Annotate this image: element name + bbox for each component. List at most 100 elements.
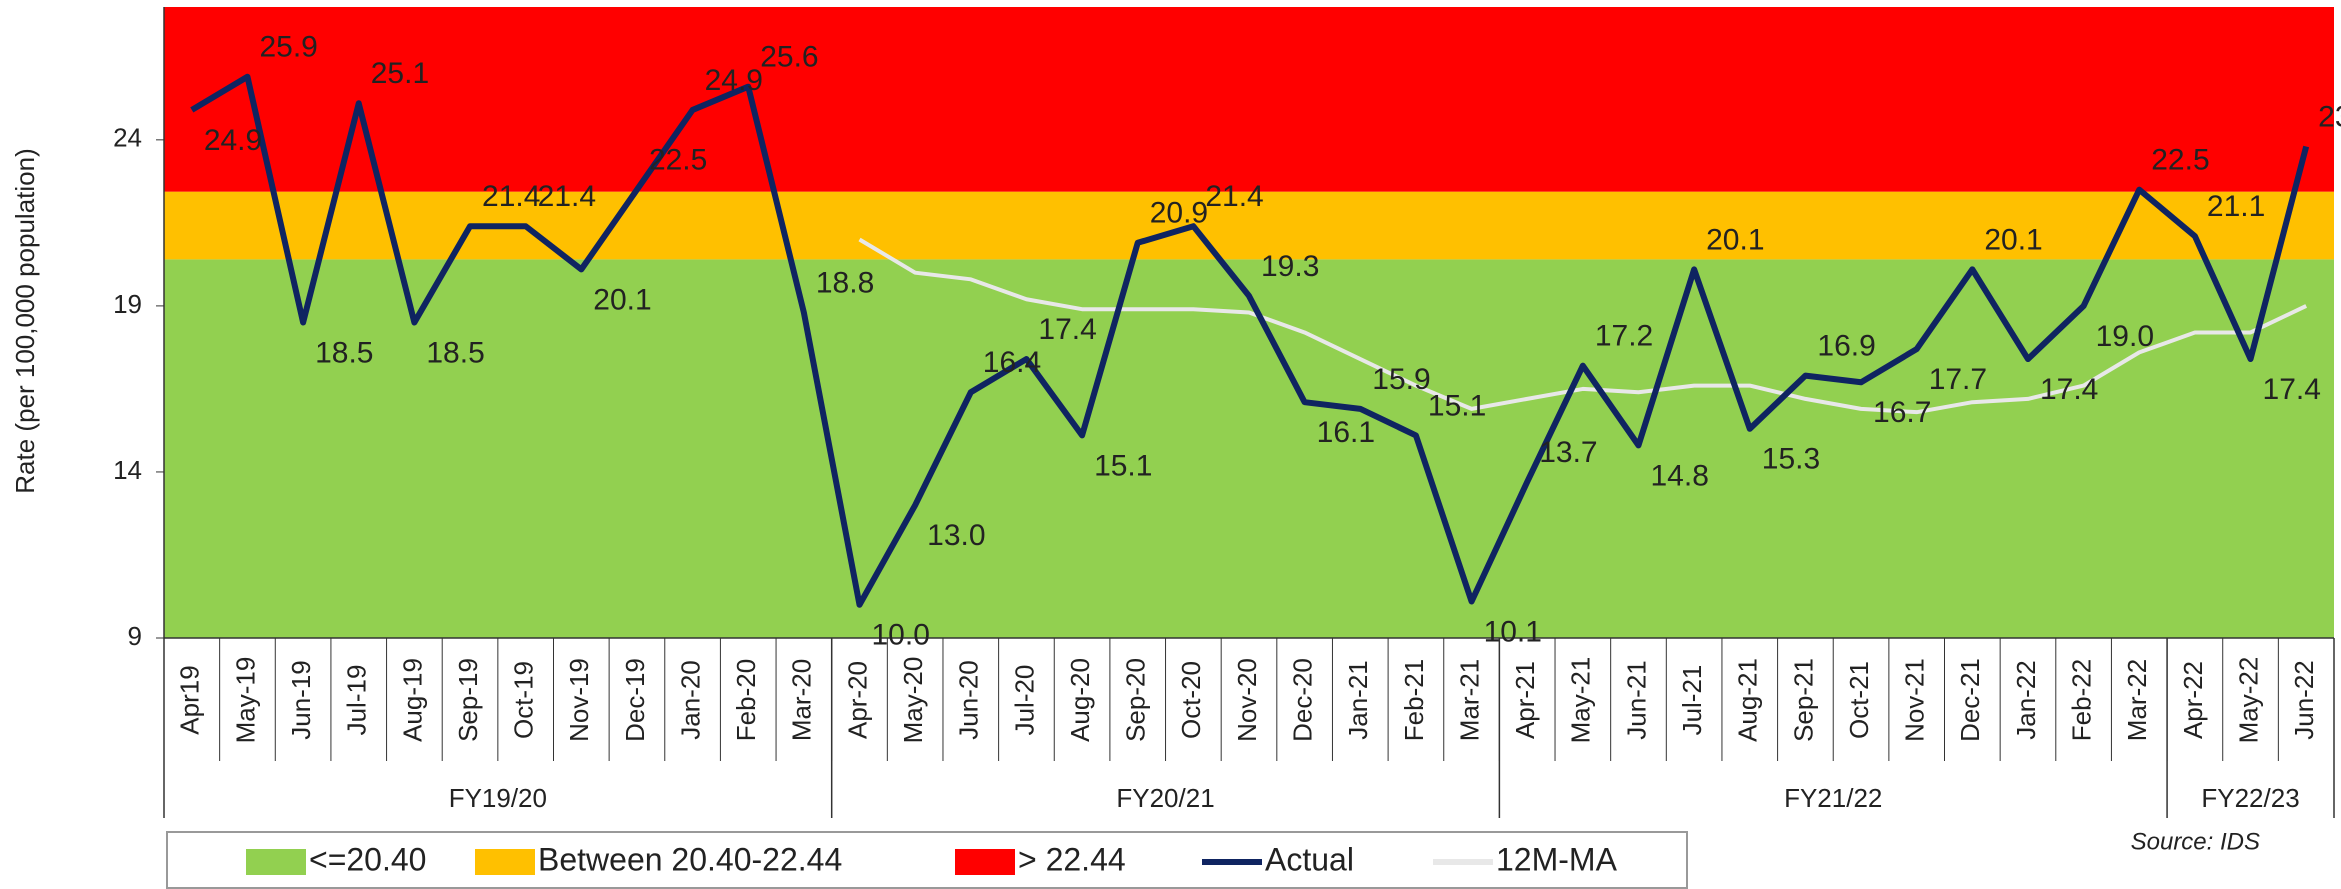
data-label: 20.1 xyxy=(593,283,651,316)
x-tick-label: Feb-22 xyxy=(2066,659,2096,741)
x-tick-label: May-21 xyxy=(1566,657,1596,744)
y-tick-label: 9 xyxy=(128,621,142,651)
y-tick-label: 24 xyxy=(113,123,142,153)
x-tick-label: Jun-20 xyxy=(954,660,984,740)
data-label: 16.9 xyxy=(1817,330,1875,363)
legend-label: Between 20.40-22.44 xyxy=(538,841,842,877)
x-tick-label: Dec-19 xyxy=(620,658,650,742)
data-label: 22.5 xyxy=(649,144,707,177)
moving-average-line xyxy=(858,237,2308,415)
data-label: 24.9 xyxy=(705,64,763,97)
y-tick-label: 19 xyxy=(113,289,142,319)
x-tick-label: Jul-19 xyxy=(342,665,372,736)
x-tick-label: May-20 xyxy=(898,657,928,744)
legend-swatch xyxy=(955,849,1015,875)
data-label: 15.9 xyxy=(1372,363,1430,396)
data-label: 25.1 xyxy=(371,57,429,90)
data-label: 17.4 xyxy=(1038,313,1096,346)
data-label: 16.4 xyxy=(983,346,1041,379)
group-label: FY19/20 xyxy=(449,783,547,813)
legend-label: > 22.44 xyxy=(1018,841,1126,877)
data-label: 14.8 xyxy=(1650,459,1708,492)
data-label: 13.0 xyxy=(927,519,985,552)
data-label: 20.1 xyxy=(1984,223,2042,256)
group-label: FY22/23 xyxy=(2201,783,2299,813)
x-tick-label: Oct-20 xyxy=(1176,661,1206,739)
x-tick-label: Jun-19 xyxy=(286,660,316,740)
data-label: 13.7 xyxy=(1539,436,1597,469)
data-label: 18.5 xyxy=(426,336,484,369)
x-tick-label: Oct-19 xyxy=(509,661,539,739)
legend-swatch xyxy=(246,849,306,875)
x-tick-label: Aug-19 xyxy=(397,658,427,742)
x-tick-label: Aug-21 xyxy=(1733,658,1763,742)
x-tick-label: Mar-21 xyxy=(1454,659,1484,741)
threshold-band xyxy=(164,7,2334,192)
x-tick-label: Jul-21 xyxy=(1677,665,1707,736)
data-label: 17.7 xyxy=(1929,363,1987,396)
data-label: 17.4 xyxy=(2040,373,2098,406)
y-tick-label: 14 xyxy=(113,455,142,485)
x-tick-label: Jul-20 xyxy=(1009,665,1039,736)
source: Source: IDS xyxy=(2131,828,2260,855)
data-label: 20.9 xyxy=(1150,197,1208,230)
data-label: 17.2 xyxy=(1595,320,1653,353)
data-label: 18.5 xyxy=(315,336,373,369)
x-tick-label: Feb-20 xyxy=(731,659,761,741)
data-label: 25.6 xyxy=(760,41,818,74)
data-label: 10.1 xyxy=(1484,615,1542,648)
data-label: 19.3 xyxy=(1261,250,1319,283)
x-tick-label: Dec-20 xyxy=(1288,658,1318,742)
x-tick-label: Apr-20 xyxy=(842,661,872,739)
x-tick-label: Jan-20 xyxy=(675,660,705,740)
x-tick-label: Nov-20 xyxy=(1232,658,1262,742)
x-tick-label: May-19 xyxy=(230,657,260,744)
x-tick-label: Feb-21 xyxy=(1399,659,1429,741)
x-tick-label: Nov-19 xyxy=(564,658,594,742)
x-tick-label: Jan-21 xyxy=(1343,660,1373,740)
data-label: 15.3 xyxy=(1762,443,1820,476)
x-tick-label: Apr-22 xyxy=(2178,661,2208,739)
x-tick-label: May-22 xyxy=(2233,657,2263,744)
group-label: FY21/22 xyxy=(1784,783,1882,813)
data-label: 21.4 xyxy=(1205,180,1263,213)
data-label: 18.8 xyxy=(816,266,874,299)
data-label: 19.0 xyxy=(2096,320,2154,353)
x-tick-label: Jun-21 xyxy=(1621,660,1651,740)
actual-line xyxy=(190,73,2310,608)
x-tick-label: Jan-22 xyxy=(2011,660,2041,740)
x-tick-label: Apr19 xyxy=(175,665,205,734)
data-label: 24.9 xyxy=(204,124,262,157)
data-label: 16.1 xyxy=(1317,416,1375,449)
x-tick-label: Mar-20 xyxy=(787,659,817,741)
x-tick-label: Nov-21 xyxy=(1900,658,1930,742)
data-label: 20.1 xyxy=(1706,223,1764,256)
data-label: 16.7 xyxy=(1873,396,1931,429)
data-label: 23.8 xyxy=(2318,100,2341,133)
x-tick-label: Dec-21 xyxy=(1955,658,1985,742)
data-label: 22.5 xyxy=(2151,144,2209,177)
group-label: FY20/21 xyxy=(1116,783,1214,813)
data-label: 21.4 xyxy=(538,180,596,213)
legend-box xyxy=(166,831,1688,889)
data-label: 17.4 xyxy=(2263,373,2321,406)
data-label: 21.4 xyxy=(482,180,540,213)
threshold-band xyxy=(164,259,2334,638)
x-tick-label: Aug-20 xyxy=(1065,658,1095,742)
y-axis-title: Rate (per 100,000 population) xyxy=(10,148,40,493)
x-tick-label: Sep-21 xyxy=(1788,658,1818,742)
data-label: 15.1 xyxy=(1428,389,1486,422)
x-tick-label: Oct-21 xyxy=(1844,661,1874,739)
data-label: 15.1 xyxy=(1094,449,1152,482)
x-tick-label: Sep-20 xyxy=(1121,658,1151,742)
x-tick-label: Mar-22 xyxy=(2122,659,2152,741)
data-label: 21.1 xyxy=(2207,190,2265,223)
x-tick-label: Apr-21 xyxy=(1510,661,1540,739)
legend-label: 12M-MA xyxy=(1496,841,1618,877)
x-tick-label: Sep-19 xyxy=(453,658,483,742)
legend-label: <=20.40 xyxy=(309,841,426,877)
data-label: 25.9 xyxy=(259,31,317,64)
data-label: 10.0 xyxy=(872,619,930,652)
legend-swatch xyxy=(475,849,535,875)
